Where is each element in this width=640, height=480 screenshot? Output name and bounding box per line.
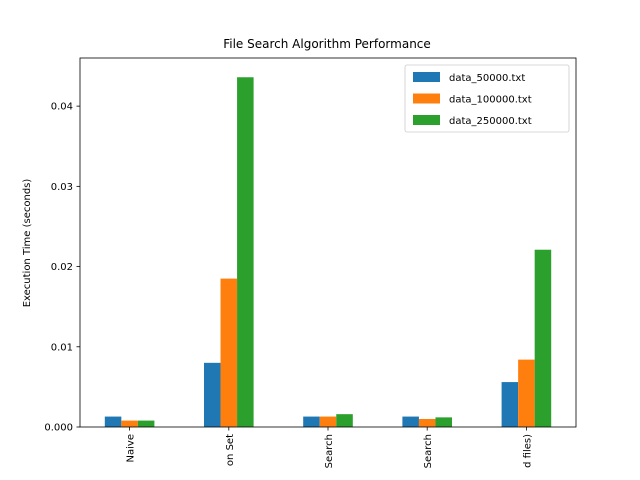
- bar-3-5: [534, 249, 552, 427]
- bar-3-3: [336, 414, 353, 427]
- legend-swatch: [413, 72, 440, 82]
- bar-2-5: [518, 359, 535, 427]
- legend-label: data_100000.txt: [449, 95, 532, 106]
- legend-swatch: [413, 115, 440, 125]
- x-tick-label: Search: [423, 434, 434, 468]
- y-tick-label: 0.04: [51, 102, 73, 113]
- bar-3-2: [237, 77, 254, 427]
- y-axis-label: Execution Time (seconds): [22, 179, 33, 308]
- bar-1-5: [501, 382, 519, 427]
- bar-3-4: [435, 417, 452, 427]
- bar-2-4: [418, 418, 436, 427]
- y-tick-label: 0.01: [51, 342, 73, 353]
- legend-label: data_50000.txt: [449, 73, 525, 84]
- bar-2-2: [220, 278, 238, 427]
- plot-area: 0.000 0.01 0.02 0.03 0.04 Naive on Set Search Se…: [44, 57, 577, 468]
- legend: data_50000.txt data_100000.txt data_250000…: [404, 64, 570, 133]
- x-tick-label: on Set: [225, 434, 236, 466]
- legend-box: [404, 64, 570, 133]
- y-tick-label: 0.03: [51, 182, 73, 193]
- bar-1-1: [104, 416, 122, 427]
- y-tick-label: 0.02: [51, 262, 73, 273]
- legend-label: data_250000.txt: [449, 116, 532, 127]
- chart-title: File Search Algorithm Performance: [223, 37, 431, 51]
- bar-1-2: [204, 362, 221, 427]
- x-tick-label: Search: [324, 434, 335, 468]
- legend-swatch: [413, 93, 440, 104]
- bar-3-1: [137, 420, 155, 427]
- x-tick-label: Naive: [126, 434, 137, 462]
- bar-2-3: [319, 416, 337, 427]
- bar-1-4: [402, 416, 419, 427]
- y-tick-label: 0.000: [44, 423, 73, 434]
- x-tick-label: d files): [522, 434, 533, 468]
- bar-2-1: [121, 420, 138, 427]
- bar-1-3: [303, 416, 320, 427]
